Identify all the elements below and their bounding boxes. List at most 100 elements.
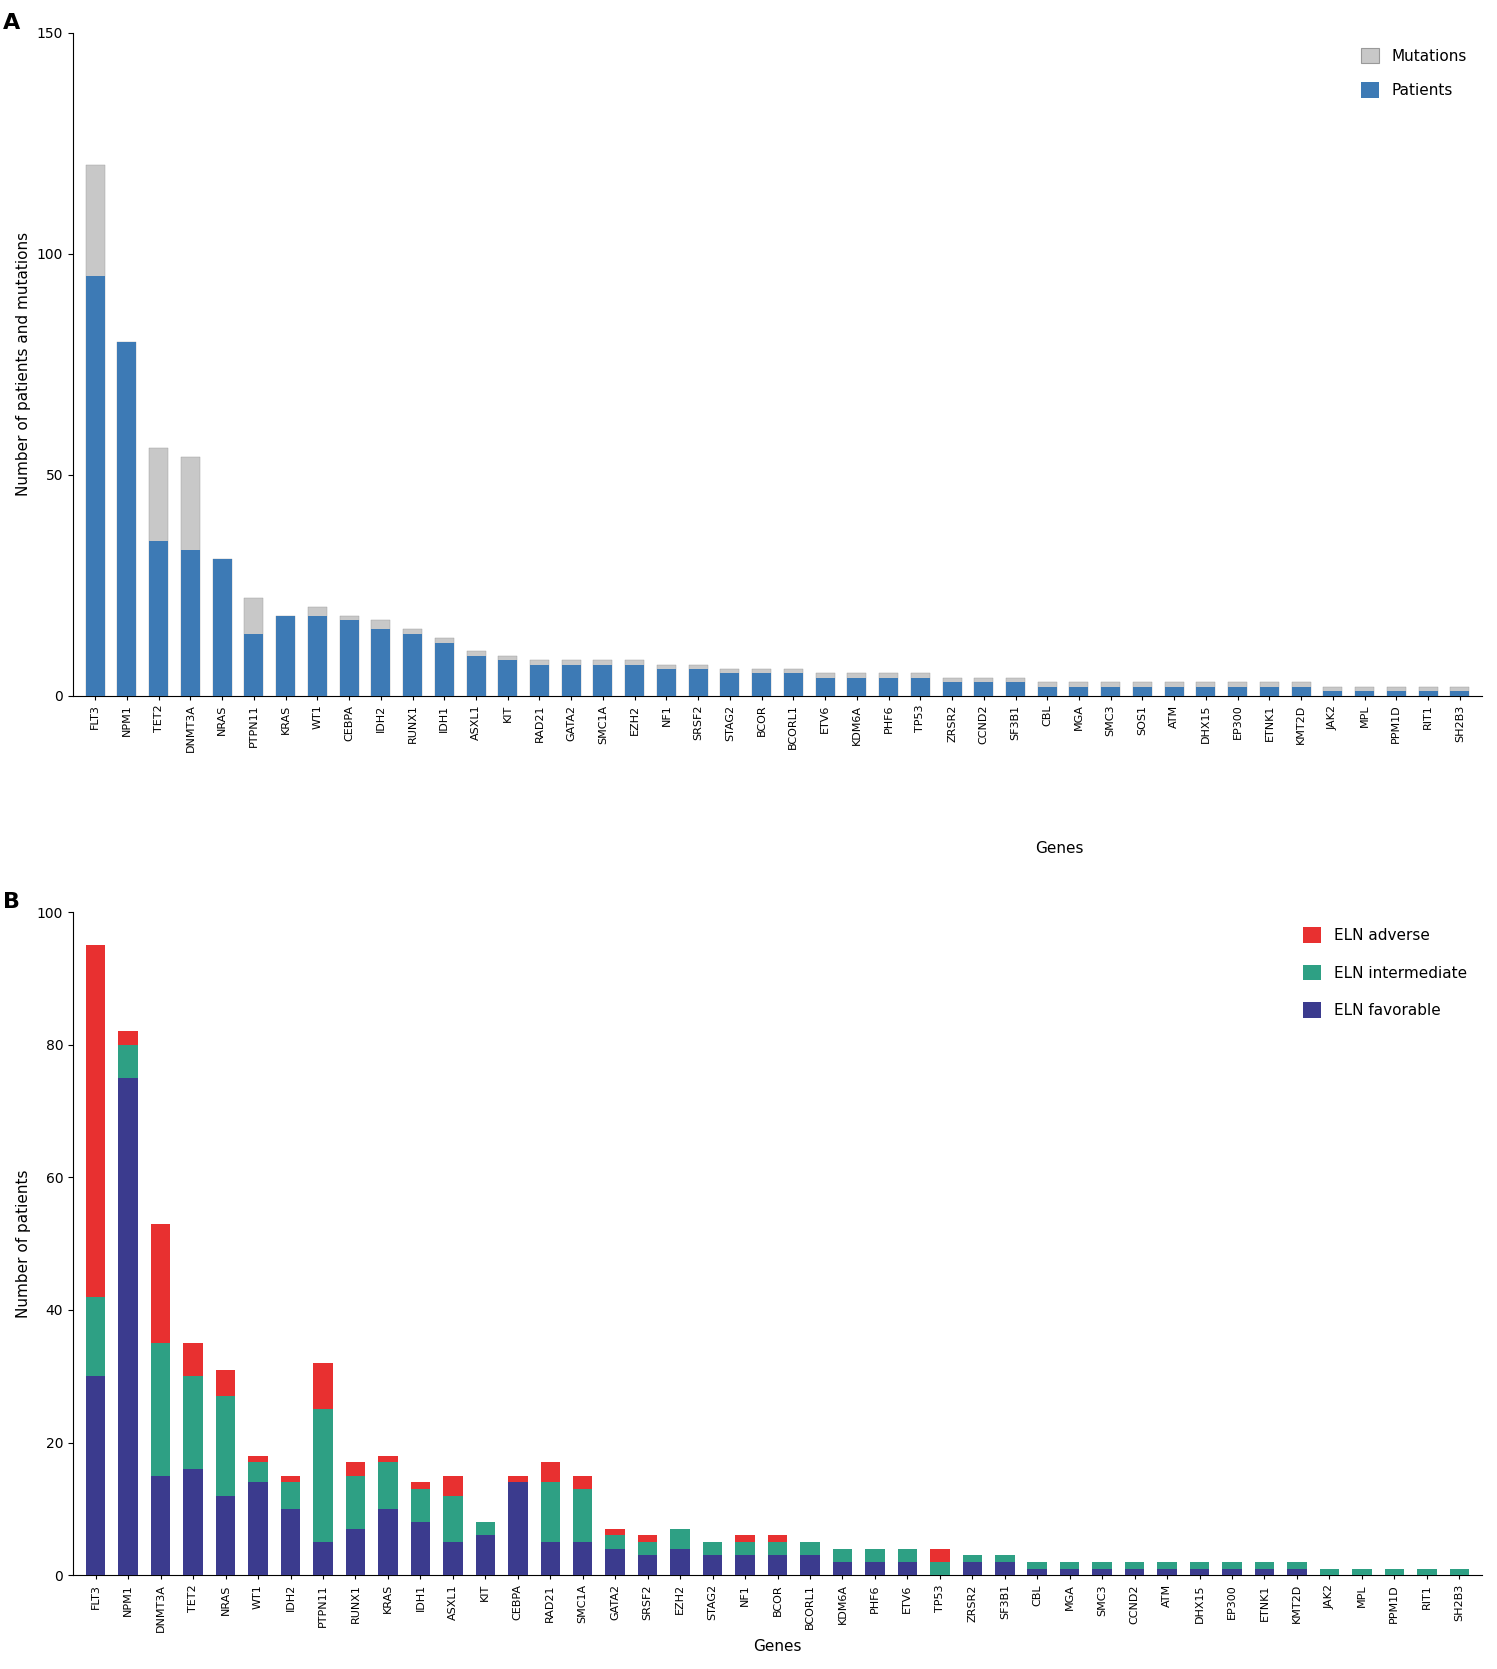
Bar (702, 1556, 723, 1576)
Bar (151, 1344, 171, 1475)
Bar (832, 1549, 852, 1562)
Bar (930, 1549, 949, 1562)
Bar (85, 275, 105, 696)
Bar (1352, 1569, 1371, 1576)
Legend: Mutations, Patients: Mutations, Patients (1353, 40, 1475, 105)
Bar (371, 621, 391, 696)
Bar (910, 674, 930, 696)
Bar (626, 664, 644, 696)
Bar (1060, 1562, 1079, 1569)
Bar (118, 1031, 138, 1045)
Bar (1157, 1562, 1177, 1569)
Bar (184, 1469, 204, 1576)
Bar (85, 945, 105, 1297)
Bar (1451, 691, 1470, 696)
Bar (313, 1364, 332, 1409)
Bar (1037, 683, 1057, 696)
Bar (930, 1562, 949, 1576)
Bar (671, 1549, 690, 1576)
Bar (963, 1562, 982, 1576)
Bar (1222, 1562, 1241, 1569)
Bar (118, 1045, 138, 1078)
Text: A: A (3, 13, 19, 33)
Bar (1006, 678, 1025, 696)
Bar (1228, 683, 1247, 696)
Bar (181, 457, 201, 696)
Bar (801, 1556, 820, 1576)
Text: Genes: Genes (1034, 841, 1084, 856)
Bar (784, 669, 802, 696)
Bar (507, 1482, 527, 1576)
Bar (1385, 1569, 1404, 1576)
Bar (1418, 1569, 1437, 1576)
Bar (151, 1223, 171, 1344)
Bar (530, 661, 549, 696)
Bar (540, 1482, 560, 1542)
Bar (816, 678, 835, 696)
Bar (216, 1397, 235, 1495)
Bar (216, 1370, 235, 1397)
Bar (1069, 686, 1088, 696)
Bar (213, 559, 232, 696)
Bar (879, 674, 898, 696)
Bar (379, 1509, 398, 1576)
Bar (1165, 686, 1184, 696)
Bar (476, 1535, 496, 1576)
Bar (751, 669, 771, 696)
Bar (735, 1556, 754, 1576)
Bar (434, 638, 454, 696)
Bar (249, 1462, 268, 1482)
Bar (275, 616, 295, 696)
Bar (371, 629, 391, 696)
Bar (1222, 1569, 1241, 1576)
Bar (403, 629, 422, 696)
Bar (150, 541, 168, 696)
Bar (689, 664, 708, 696)
Bar (593, 661, 612, 696)
Bar (499, 661, 518, 696)
Bar (1060, 1569, 1079, 1576)
Bar (735, 1535, 754, 1542)
Bar (638, 1542, 657, 1556)
Bar (1287, 1569, 1307, 1576)
Bar (346, 1475, 365, 1529)
Bar (1102, 686, 1120, 696)
Bar (847, 678, 867, 696)
Bar (1451, 686, 1470, 696)
Bar (346, 1529, 365, 1576)
Bar (443, 1475, 463, 1495)
Bar (340, 621, 359, 696)
Bar (943, 683, 961, 696)
Bar (975, 683, 994, 696)
Bar (1254, 1562, 1274, 1569)
Bar (1102, 683, 1120, 696)
Bar (244, 598, 263, 696)
Bar (403, 634, 422, 696)
Bar (963, 1556, 982, 1562)
Bar (1027, 1569, 1046, 1576)
Bar (996, 1562, 1015, 1576)
Bar (996, 1556, 1015, 1562)
Bar (1292, 686, 1311, 696)
Bar (1037, 686, 1057, 696)
Bar (1196, 686, 1216, 696)
Bar (943, 678, 961, 696)
Bar (1386, 691, 1406, 696)
Bar (1190, 1569, 1210, 1576)
Bar (410, 1482, 430, 1489)
Bar (720, 674, 740, 696)
Bar (308, 616, 326, 696)
Legend: ELN adverse, ELN intermediate, ELN favorable: ELN adverse, ELN intermediate, ELN favor… (1295, 920, 1475, 1026)
Bar (975, 678, 994, 696)
Bar (671, 1529, 690, 1549)
Text: B: B (3, 893, 19, 913)
Bar (1260, 683, 1278, 696)
Bar (410, 1522, 430, 1576)
Bar (1228, 686, 1247, 696)
Bar (216, 1495, 235, 1576)
Bar (720, 669, 740, 696)
Bar (657, 669, 677, 696)
Bar (657, 664, 677, 696)
Bar (275, 616, 295, 696)
Bar (605, 1529, 624, 1535)
